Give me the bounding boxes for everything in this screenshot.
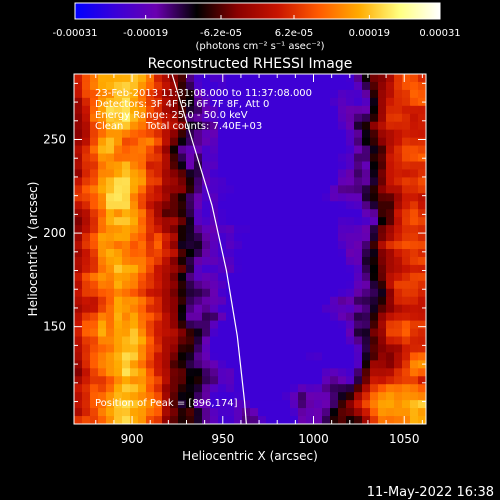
colorbar-unit-label: (photons cm⁻² s⁻¹ asec⁻²) — [195, 41, 324, 52]
chart-title: Reconstructed RHESSI Image — [148, 56, 353, 72]
annotation-peak-position: Position of Peak = [896,174] — [95, 398, 238, 409]
plot-frame — [73, 73, 427, 425]
y-tick-label: 150 — [43, 320, 66, 334]
colorbar-tick-label: 6.2e-05 — [275, 28, 313, 39]
y-tick-label: 250 — [43, 133, 66, 147]
annotation-total-counts: Total counts: 7.40E+03 — [145, 121, 262, 132]
colorbar-tick-label: 0.00031 — [419, 28, 460, 39]
heatmap-image — [74, 74, 426, 424]
annotation-time-range: 23-Feb-2013 11:31:08.000 to 11:37:08.000 — [95, 88, 312, 99]
x-tick-label: 1050 — [389, 432, 420, 446]
y-axis-label: Heliocentric Y (arcsec) — [26, 182, 40, 317]
x-tick-label: 900 — [121, 432, 144, 446]
x-tick-label: 1000 — [298, 432, 329, 446]
annotation-clean: Clean — [95, 121, 123, 132]
colorbar-tick-label: -6.2e-05 — [200, 28, 242, 39]
colorbar-tick-label: -0.00031 — [53, 28, 98, 39]
solar-limb-curve — [171, 74, 247, 424]
colorbar-tick-label: -0.00019 — [123, 28, 168, 39]
y-tick-label: 200 — [43, 226, 66, 240]
plot-timestamp: 11-May-2022 16:38 — [367, 485, 494, 500]
colorbar-tick-label: 0.00019 — [349, 28, 390, 39]
colorbar: -0.00031 -0.00019 -6.2e-05 6.2e-05 0.00019 0.… — [53, 2, 461, 52]
x-axis-label: Heliocentric X (arcsec) — [182, 449, 318, 463]
annotation-energy-range: Energy Range: 25.0 - 50.0 keV — [95, 110, 248, 121]
annotation-detectors: Detectors: 3F 4F 5F 6F 7F 8F, Att 0 — [95, 99, 269, 110]
x-tick-label: 950 — [211, 432, 234, 446]
colorbar-gradient — [74, 2, 441, 20]
